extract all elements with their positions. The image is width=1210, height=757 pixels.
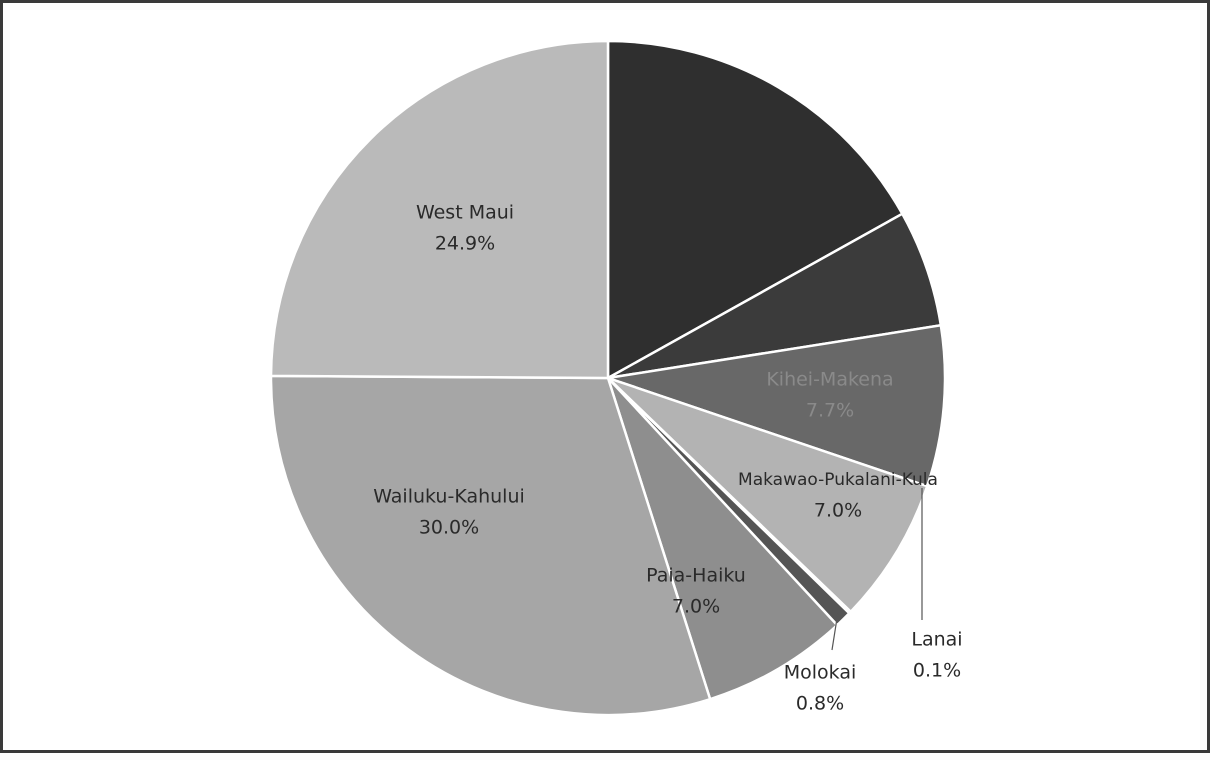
slice-label: Lanai	[911, 629, 962, 651]
pie-slice	[606, 39, 904, 381]
slice-value-label: 30.0%	[419, 517, 479, 539]
pie-slice	[607, 376, 929, 614]
slice-value-label: 7.0%	[672, 596, 720, 618]
slice-label: Makawao-Pukalani-Kula	[738, 470, 938, 490]
slice-label: West Maui	[416, 202, 514, 224]
slice-value-label: 24.9%	[435, 233, 495, 255]
pie-slice	[269, 374, 712, 717]
slice-label: Molokai	[784, 662, 857, 684]
labels: Kihei-Makena 7.7% Makawao-Pukalani-Kula 7.0…	[373, 202, 962, 715]
slice-value-label: 7.0%	[814, 500, 862, 522]
pie-slice	[606, 377, 839, 701]
slice-value-label: 0.1%	[913, 660, 961, 682]
slice-value-label: 7.7%	[806, 400, 854, 422]
pie	[269, 39, 947, 717]
pie-slice	[269, 39, 610, 380]
pie-slice	[607, 323, 947, 488]
slice-label: Kihei-Makena	[766, 369, 893, 391]
slice-label: Wailuku-Kahului	[373, 486, 525, 508]
leader-line	[831, 611, 839, 651]
slice-value-label: 0.8%	[796, 693, 844, 715]
slice-label: Paia-Haiku	[646, 565, 746, 587]
